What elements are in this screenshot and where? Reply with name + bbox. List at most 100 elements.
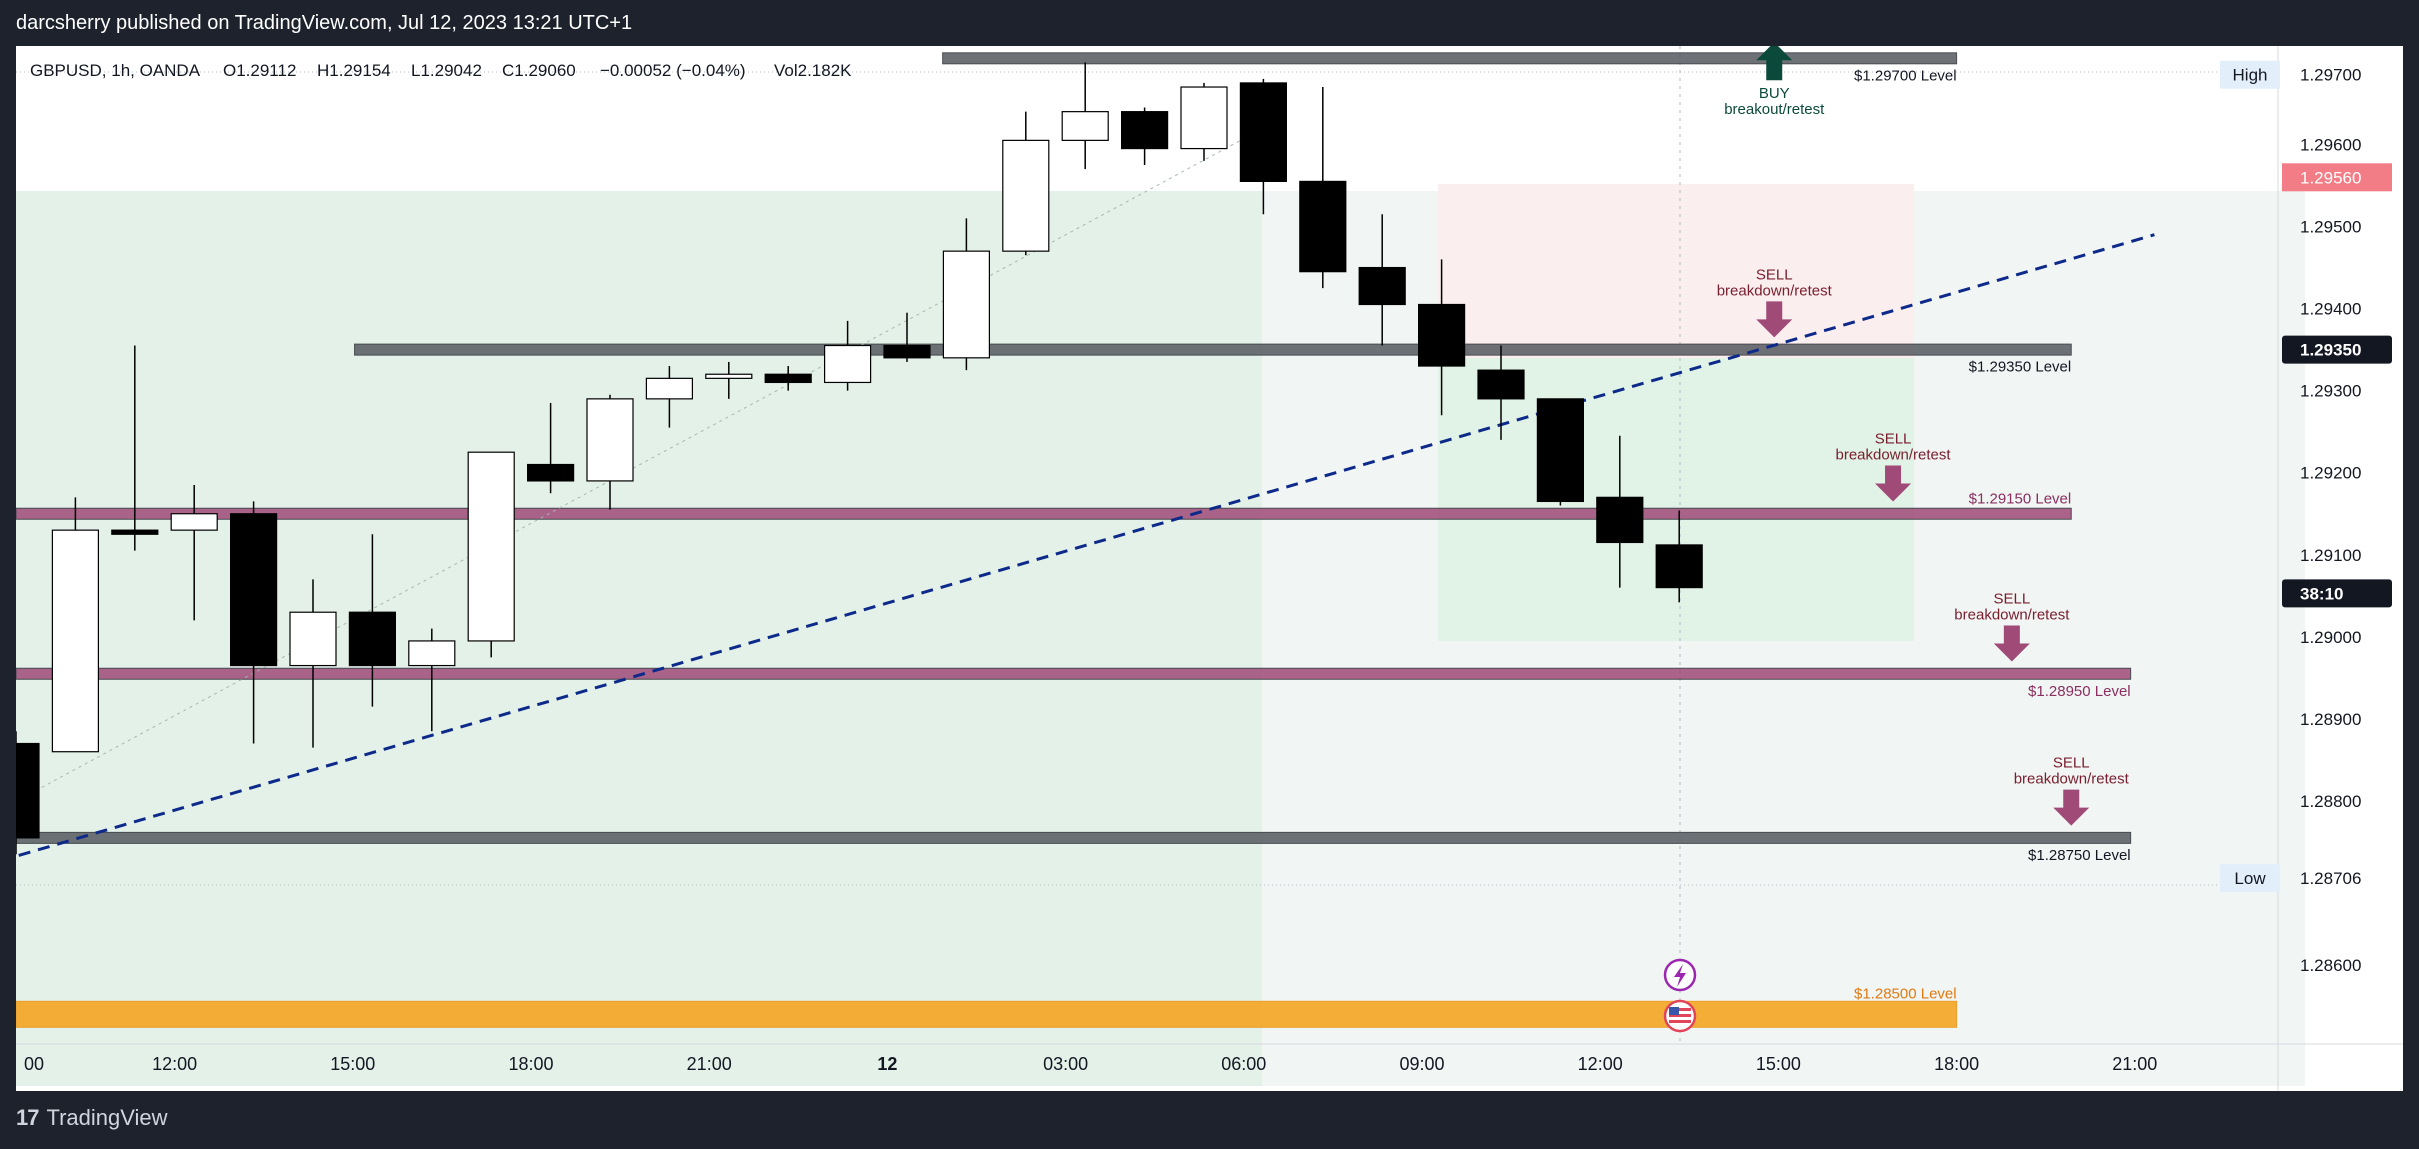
candle-body — [1002, 139, 1050, 252]
candle-body — [467, 451, 515, 642]
x-tick-label: 00 — [24, 1054, 44, 1074]
tradingview-logo[interactable]: 17 TradingView — [16, 1105, 168, 1131]
annotation-text: breakdown/retest — [1836, 447, 1952, 464]
candle-body — [586, 398, 634, 482]
y-tick-label: 1.29500 — [2300, 218, 2361, 237]
y-tick-label: 1.29600 — [2300, 135, 2361, 154]
level-band — [16, 507, 2072, 520]
level-label: $1.28750 Level — [2028, 847, 2131, 864]
legend-symbol[interactable]: GBPUSD, 1h, OANDA — [30, 61, 201, 80]
sell-arrow — [2053, 789, 2090, 826]
x-tick-label: 21:00 — [687, 1054, 732, 1074]
level-band — [16, 1000, 1958, 1028]
annotations: BUYbreakout/retestSELLbreakdown/retestSE… — [1717, 46, 2130, 826]
extreme-label: Low — [2234, 869, 2266, 888]
x-tick-label: 18:00 — [1934, 1054, 1979, 1074]
price-tag — [2282, 335, 2392, 364]
us-flag-icon[interactable] — [1663, 999, 1697, 1033]
price-tag-value: 38:10 — [2300, 584, 2343, 603]
price-tag — [2282, 579, 2392, 608]
candle-body — [1596, 496, 1644, 544]
brand-name: TradingView — [46, 1105, 168, 1130]
buy-arrow — [1756, 46, 1793, 81]
candle-body — [111, 529, 159, 535]
price-scale[interactable]: 1.29600 1.29500 1.29400 1.29300 1.29200 1.291… — [2220, 60, 2392, 975]
level-label: $1.28950 Level — [2028, 683, 2131, 700]
time-scale[interactable]: 00 12:00 15:00 18:00 21:00 12 03:00 06:00 09:00 1… — [24, 1054, 2157, 1074]
annotation-text: breakdown/retest — [1717, 282, 1833, 299]
candle-body — [348, 611, 396, 667]
candle-body — [16, 742, 40, 839]
legend-volume: Vol2.182K — [774, 61, 852, 80]
candle-body — [230, 513, 278, 667]
lightning-icon[interactable] — [1663, 958, 1697, 992]
tradingview-logo-icon: 17 — [16, 1105, 40, 1130]
short-position-risk-zone — [1438, 184, 1914, 358]
x-tick-label: 18:00 — [508, 1054, 553, 1074]
legend-low: L1.29042 — [411, 61, 482, 80]
y-tick-label: 1.29300 — [2300, 382, 2361, 401]
price-chart[interactable]: $1.29700 Level $1.29350 Level $1.29150 Lev… — [16, 46, 2403, 1091]
price-tag-value: 1.29350 — [2300, 341, 2361, 360]
legend-open: O1.29112 — [223, 61, 296, 80]
extreme-value: 1.28706 — [2300, 869, 2361, 888]
sell-arrow — [1875, 465, 1912, 502]
candle-body — [942, 250, 991, 359]
candle-body — [1061, 111, 1109, 141]
level-label: $1.28500 Level — [1854, 985, 1957, 1002]
candle-body — [408, 640, 456, 667]
extreme-value: 1.29700 — [2300, 66, 2361, 85]
publisher-line: darcsherry published on TradingView.com,… — [16, 12, 633, 34]
annotation-title: BUY — [1759, 85, 1790, 102]
level-label: $1.29150 Level — [1969, 491, 2072, 508]
y-tick-label: 1.29100 — [2300, 546, 2361, 565]
candle-body — [1120, 111, 1169, 150]
level-band — [354, 343, 2072, 356]
x-tick-label: 15:00 — [330, 1054, 375, 1074]
price-tag — [2282, 163, 2392, 192]
candle-body — [170, 513, 218, 531]
candle-body — [1417, 303, 1466, 367]
chart-area[interactable]: $1.29700 Level $1.29350 Level $1.29150 Lev… — [16, 46, 2403, 1091]
candle-body — [645, 377, 694, 400]
session-bg — [16, 191, 1262, 1086]
candle-body — [1180, 86, 1228, 150]
candle-body — [527, 463, 575, 482]
legend-high: H1.29154 — [317, 61, 391, 80]
x-tick-label: 12:00 — [152, 1054, 197, 1074]
level-band — [16, 667, 2132, 680]
level-label: $1.29350 Level — [1969, 359, 2072, 376]
annotation-title: SELL — [1993, 591, 2030, 608]
candles — [16, 62, 1703, 855]
candle-body — [51, 529, 100, 753]
annotation-title: SELL — [1875, 431, 1912, 448]
legend-close: C1.29060 — [502, 61, 576, 80]
bottom-bar: 17 TradingView — [0, 1091, 2419, 1149]
annotation-text: breakout/retest — [1724, 101, 1825, 118]
candle-body — [1536, 398, 1585, 503]
x-tick-label: 15:00 — [1756, 1054, 1801, 1074]
y-tick-label: 1.28900 — [2300, 710, 2361, 729]
annotation-title: SELL — [1756, 266, 1793, 283]
candle-body — [1299, 180, 1347, 273]
candle-body — [1358, 266, 1406, 306]
annotation-text: breakdown/retest — [2014, 771, 2130, 788]
level-band — [16, 831, 2132, 844]
candle-body — [1655, 544, 1703, 589]
extreme-label-bg — [2220, 60, 2280, 89]
x-tick-label: 21:00 — [2112, 1054, 2157, 1074]
x-tick-label: 12 — [877, 1054, 897, 1074]
trendline — [16, 233, 2155, 858]
candle-body — [289, 611, 337, 667]
y-tick-label: 1.28800 — [2300, 792, 2361, 811]
level-label: $1.29700 Level — [1854, 67, 1957, 84]
extreme-label: High — [2233, 66, 2268, 85]
short-position-target-zone — [1438, 358, 1914, 641]
price-tag-value: 1.29560 — [2300, 168, 2361, 187]
level-lines: $1.29700 Level $1.29350 Level $1.29150 Lev… — [16, 52, 2132, 1028]
sell-arrow — [1993, 625, 2030, 662]
legend-change: −0.00052 (−0.04%) — [600, 61, 746, 80]
annotation-text: breakdown/retest — [1954, 607, 2070, 624]
trendline-layer — [16, 127, 2155, 858]
candle-body — [764, 373, 812, 384]
